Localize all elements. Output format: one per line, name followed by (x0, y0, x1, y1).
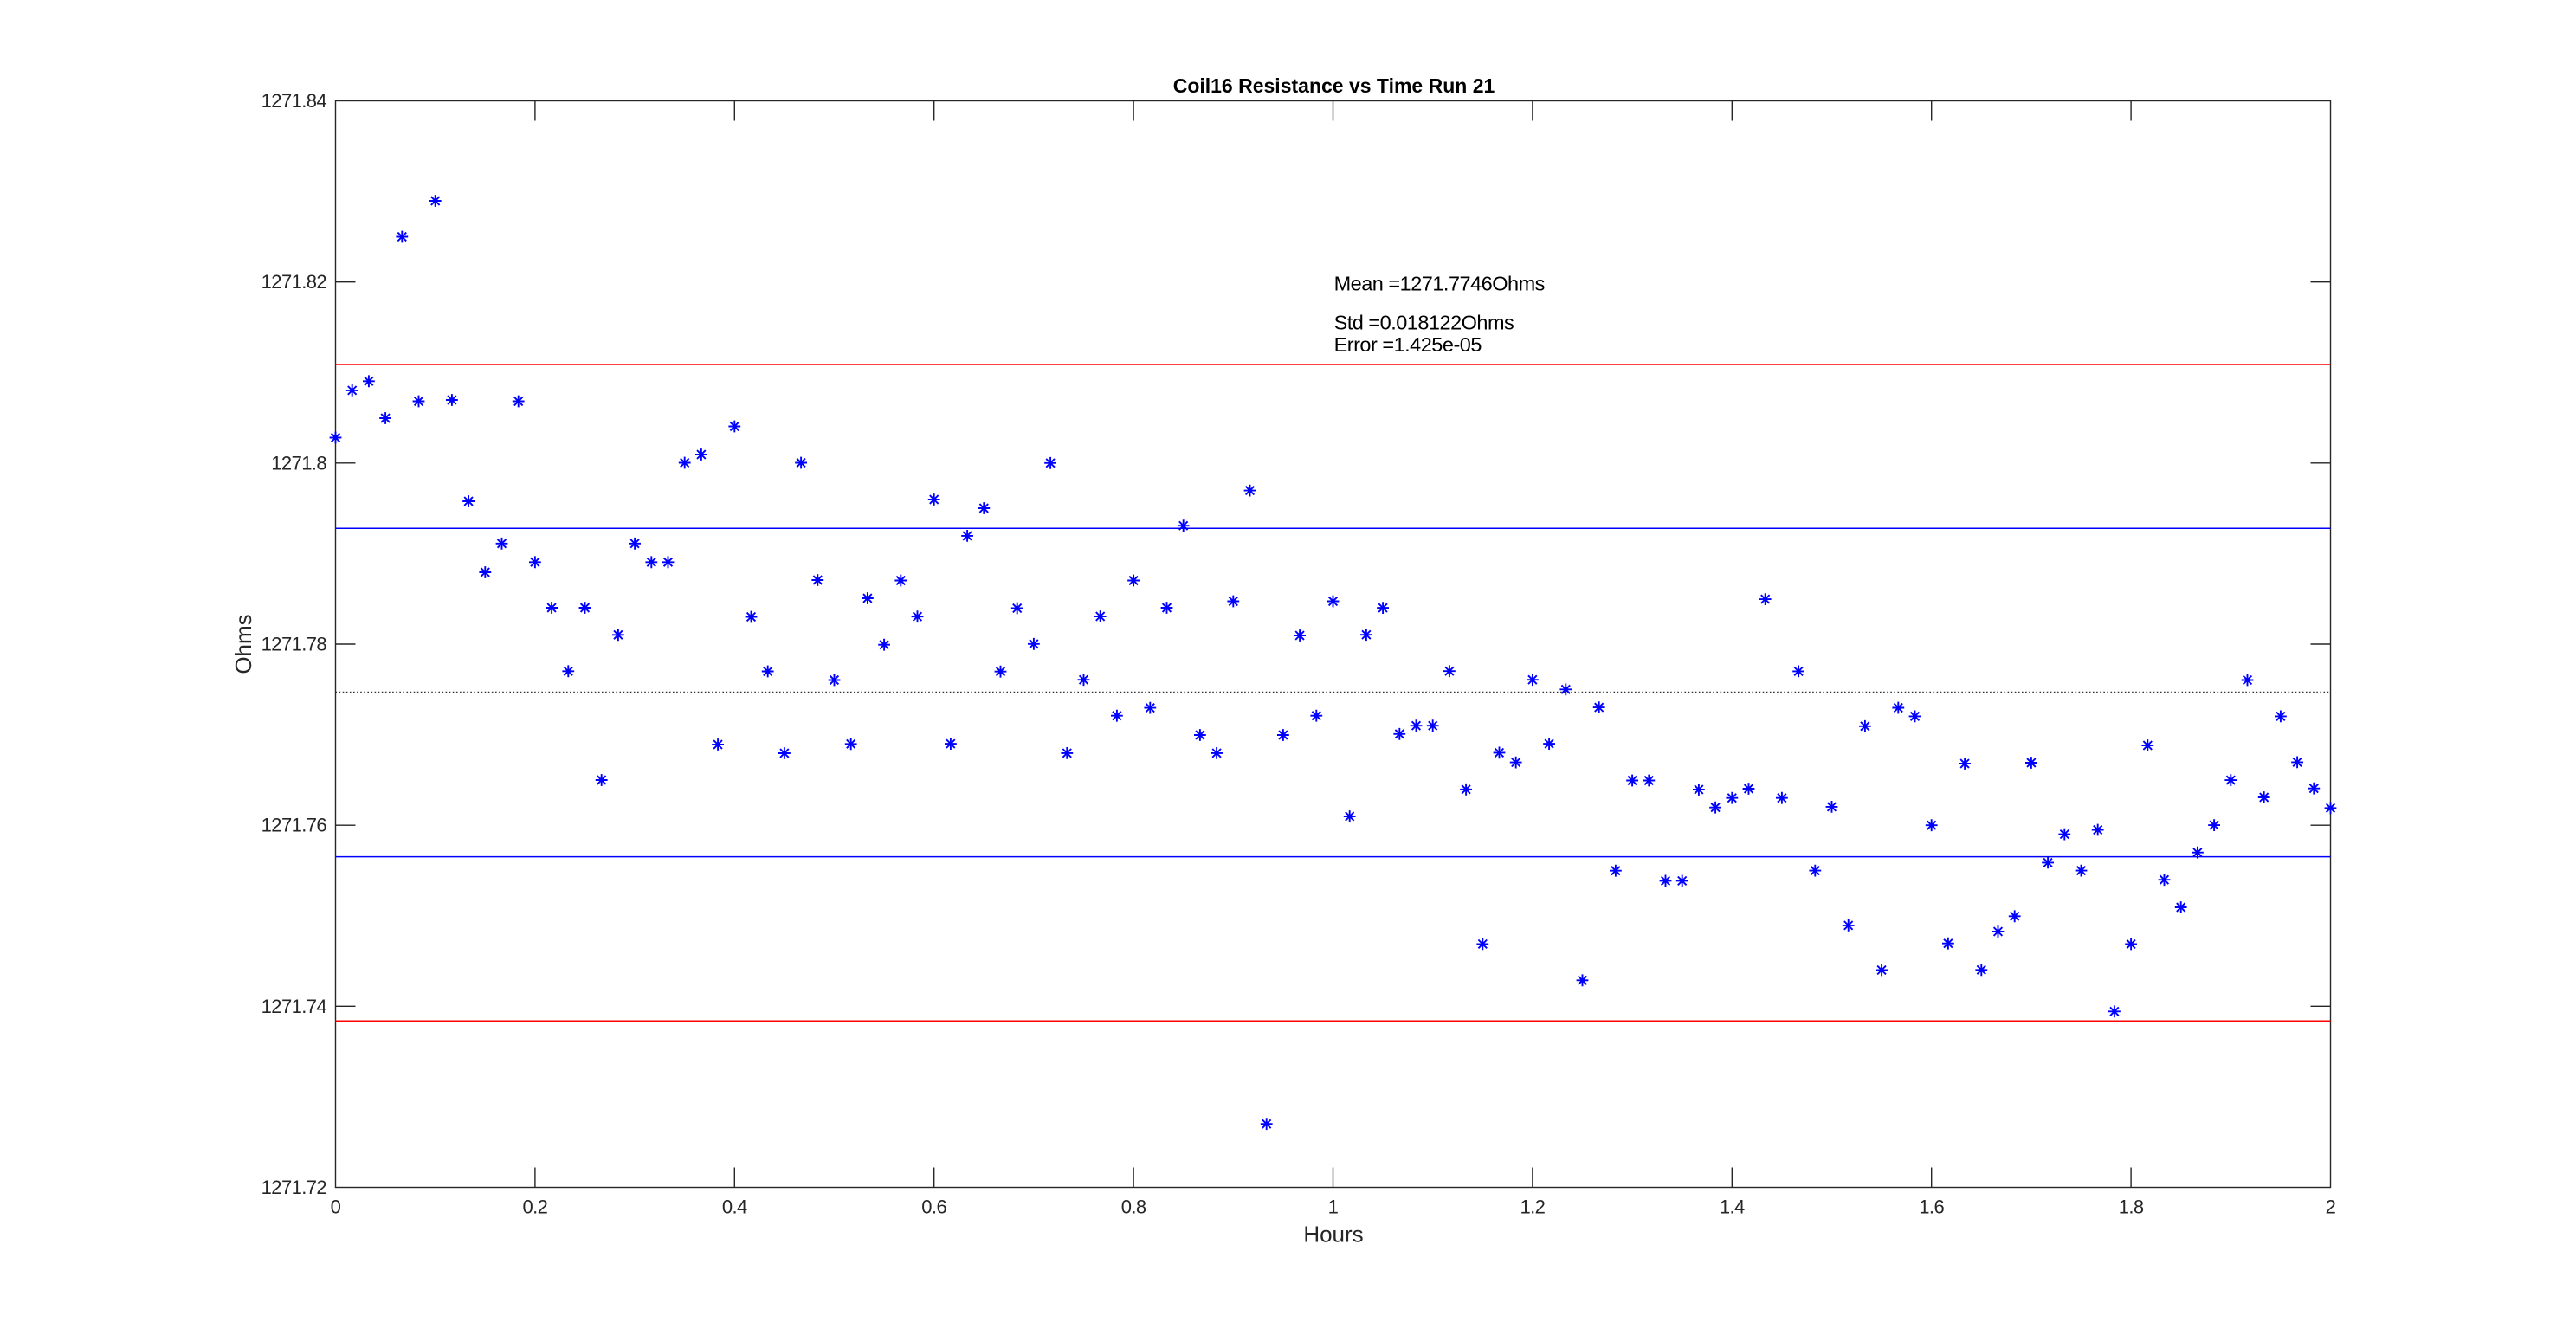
svg-text:Std =0.018122Ohms: Std =0.018122Ohms (1334, 312, 1514, 334)
svg-text:Error =1.425e-05: Error =1.425e-05 (1334, 333, 1482, 356)
svg-text:1271.78: 1271.78 (261, 634, 327, 655)
svg-text:Ohms: Ohms (230, 614, 256, 674)
svg-text:0.4: 0.4 (722, 1196, 747, 1218)
svg-text:1.2: 1.2 (1520, 1196, 1546, 1218)
svg-text:Hours: Hours (1303, 1222, 1363, 1248)
svg-text:1271.72: 1271.72 (261, 1177, 327, 1198)
svg-text:1271.82: 1271.82 (261, 271, 327, 293)
svg-text:0.6: 0.6 (921, 1196, 946, 1218)
svg-text:0: 0 (331, 1196, 341, 1218)
svg-text:0.2: 0.2 (523, 1196, 548, 1218)
svg-text:Coil16 Resistance vs Time Run: Coil16 Resistance vs Time Run 21 (1173, 74, 1495, 97)
svg-text:1.8: 1.8 (2119, 1196, 2144, 1218)
svg-text:1.4: 1.4 (1720, 1196, 1745, 1218)
svg-text:1: 1 (1328, 1196, 1339, 1218)
svg-text:Mean =1271.7746Ohms: Mean =1271.7746Ohms (1334, 273, 1545, 295)
svg-text:1271.74: 1271.74 (261, 996, 327, 1017)
svg-text:1.6: 1.6 (1919, 1196, 1944, 1218)
svg-text:1271.8: 1271.8 (271, 452, 326, 474)
svg-text:0.8: 0.8 (1121, 1196, 1146, 1218)
svg-text:2: 2 (2326, 1196, 2336, 1218)
svg-text:1271.76: 1271.76 (261, 815, 327, 836)
svg-text:1271.84: 1271.84 (261, 90, 327, 112)
